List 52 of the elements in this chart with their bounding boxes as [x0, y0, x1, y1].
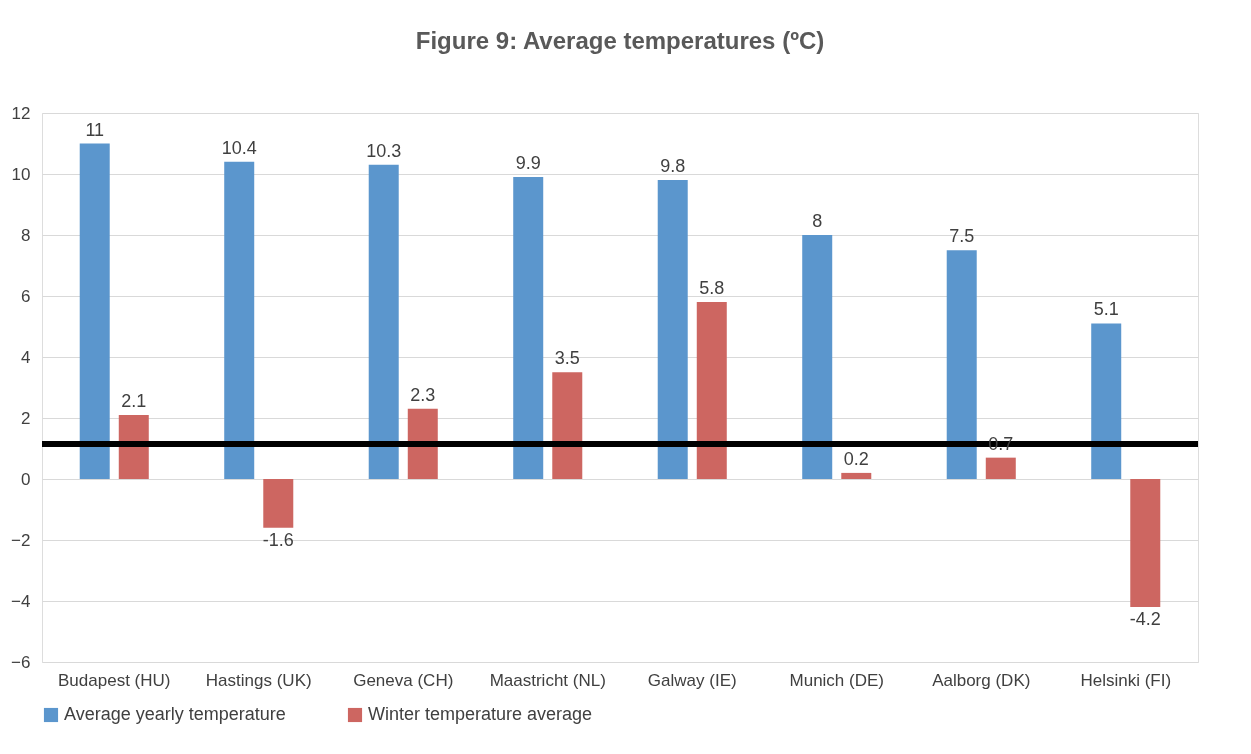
bar	[118, 414, 149, 479]
bar	[224, 161, 255, 479]
bar	[263, 479, 294, 528]
y-tick-label: −6	[11, 652, 31, 672]
data-label: 9.8	[660, 156, 686, 177]
x-tick-label: Hastings (UK)	[205, 670, 312, 690]
data-label: 11	[85, 119, 105, 140]
y-tick-label: 2	[21, 408, 31, 428]
y-tick-label: 10	[11, 164, 31, 184]
data-label: 9.9	[515, 153, 541, 174]
y-tick-label: 12	[11, 103, 31, 123]
legend-label: Winter temperature average	[368, 704, 593, 724]
data-label: 10.3	[366, 140, 402, 161]
bar	[985, 457, 1016, 479]
data-label: 2.3	[410, 384, 436, 405]
bar	[657, 180, 688, 479]
data-label: -1.6	[262, 529, 294, 550]
data-label: 0.2	[843, 448, 869, 469]
x-tick-label: Aalborg (DK)	[932, 670, 1031, 690]
x-tick-label: Helsinki (FI)	[1080, 670, 1172, 690]
y-tick-label: 4	[21, 347, 31, 367]
bar	[368, 164, 399, 479]
bar	[946, 250, 977, 479]
bar	[696, 302, 727, 479]
x-tick-label: Geneva (CH)	[353, 670, 454, 690]
bar	[407, 408, 438, 479]
x-tick-label: Munich (DE)	[789, 670, 884, 690]
bar	[1091, 323, 1122, 479]
bar	[1130, 479, 1161, 608]
y-tick-label: 6	[21, 286, 31, 306]
data-label: 3.5	[554, 348, 580, 369]
bar	[841, 472, 872, 479]
bar	[802, 235, 833, 479]
y-tick-label: −2	[11, 530, 31, 550]
data-label: 10.4	[221, 137, 257, 158]
y-tick-label: 8	[21, 225, 31, 245]
bar	[513, 177, 544, 479]
data-label: 7.5	[949, 226, 975, 247]
legend-label: Average yearly temperature	[64, 704, 286, 724]
bar	[552, 372, 583, 479]
bar	[79, 143, 110, 479]
data-label: 8	[812, 211, 823, 231]
x-tick-label: Maastricht (NL)	[489, 670, 606, 690]
x-tick-label: Galway (IE)	[647, 670, 737, 690]
y-tick-label: 0	[21, 469, 31, 489]
chart-title: Figure 9: Average temperatures (ºC)	[415, 27, 825, 54]
x-tick-label: Budapest (HU)	[58, 670, 171, 690]
y-tick-label: −4	[11, 591, 31, 611]
data-label: -4.2	[1129, 609, 1161, 630]
data-label: 2.1	[121, 390, 147, 411]
data-label: 5.8	[699, 278, 725, 299]
data-label: 5.1	[1093, 299, 1119, 320]
